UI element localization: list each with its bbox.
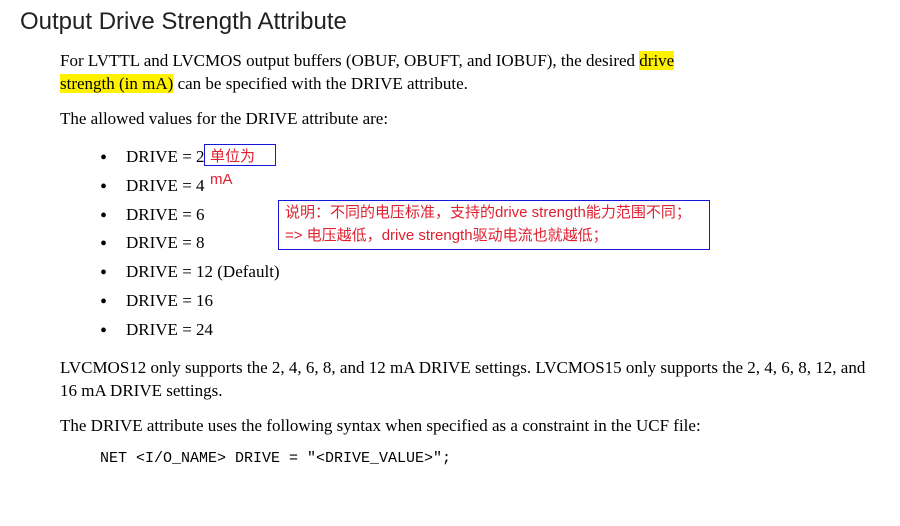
- syntax-intro: The DRIVE attribute uses the following s…: [20, 415, 870, 438]
- section-heading: Output Drive Strength Attribute: [20, 8, 870, 36]
- annotation-unit-box: 单位为mA: [204, 144, 276, 166]
- intro-paragraph: For LVTTL and LVCMOS output buffers (OBU…: [20, 50, 870, 96]
- highlight-drive-a: drive: [639, 51, 674, 70]
- intro-text-before: For LVTTL and LVCMOS output buffers (OBU…: [60, 51, 639, 70]
- annotation-note-box: 说明：不同的电压标准，支持的drive strength能力范围不同； => 电…: [278, 200, 710, 250]
- allowed-values-intro: The allowed values for the DRIVE attribu…: [20, 108, 870, 131]
- page-root: Output Drive Strength Attribute For LVTT…: [0, 0, 900, 526]
- highlight-drive-b: strength (in mA): [60, 74, 173, 93]
- list-item: DRIVE = 12 (Default): [100, 258, 870, 287]
- intro-text-after: can be specified with the DRIVE attribut…: [173, 74, 468, 93]
- ucf-syntax-code: NET <I/O_NAME> DRIVE = "<DRIVE_VALUE>";: [20, 450, 870, 467]
- list-item: DRIVE = 16: [100, 287, 870, 316]
- annotation-note-line2: => 电压越低，drive strength驱动电流也就越低；: [285, 227, 608, 244]
- lvcmos-note: LVCMOS12 only supports the 2, 4, 6, 8, a…: [20, 357, 870, 403]
- annotation-note-line1: 说明：不同的电压标准，支持的drive strength能力范围不同；: [285, 204, 691, 221]
- list-item: DRIVE = 24: [100, 316, 870, 345]
